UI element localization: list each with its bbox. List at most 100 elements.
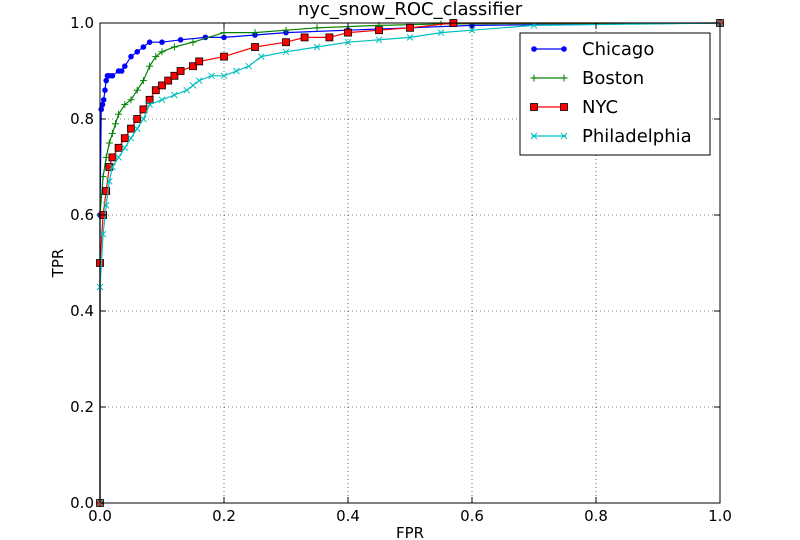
data-point-nyc [220, 52, 228, 61]
legend: Chicago Boston NYC Philadelphia [519, 32, 711, 156]
data-point-chicago [118, 68, 125, 74]
data-point-nyc [127, 124, 135, 133]
data-point-chicago [159, 39, 165, 46]
legend-marker-chicago [531, 46, 537, 52]
legend-label-boston: Boston [582, 68, 644, 89]
chart-title: nyc_snow_ROC_classifier [298, 0, 523, 20]
data-point-boston [133, 86, 141, 94]
data-point-nyc [406, 23, 414, 32]
legend-label-chicago: Chicago [582, 39, 654, 60]
data-point-nyc [282, 38, 290, 47]
legend-label-philadelphia: Philadelphia [582, 126, 692, 147]
data-point-nyc [189, 62, 197, 71]
data-point-boston [105, 139, 113, 147]
data-point-philadelphia [105, 178, 113, 185]
data-point-philadelphia [183, 86, 191, 94]
data-point-boston [146, 62, 154, 70]
y-tick-label: 0.8 [70, 110, 94, 128]
series-chicago [97, 20, 723, 506]
axis-ticks: 0.0 0.2 0.4 0.6 0.8 1.0 0.0 0.2 0.4 0.6 0.8 1.0 [70, 14, 732, 525]
data-point-nyc [375, 26, 383, 35]
legend-marker-philadelphia [560, 132, 568, 140]
data-point-nyc [170, 71, 179, 80]
x-tick-label: 1.0 [708, 507, 732, 525]
data-point-philadelphia [189, 82, 197, 89]
data-point-nyc [325, 33, 334, 42]
data-point-philadelphia [99, 230, 107, 238]
y-tick-label: 0.2 [70, 398, 94, 416]
data-point-boston [189, 38, 197, 46]
data-point-nyc [114, 143, 123, 152]
legend-item-nyc: NYC [530, 97, 618, 118]
legend-marker-nyc [530, 103, 538, 111]
data-point-boston [127, 96, 135, 104]
data-point-boston [152, 53, 160, 61]
data-point-boston [99, 173, 107, 181]
data-point-philadelphia [257, 53, 265, 60]
x-tick-label: 0.0 [88, 507, 112, 525]
data-point-philadelphia [133, 125, 141, 132]
data-point-chicago [128, 53, 134, 60]
y-tick-label: 0.6 [70, 206, 94, 224]
data-point-philadelphia [437, 29, 445, 36]
data-point-philadelphia [115, 154, 122, 161]
data-point-boston [112, 120, 119, 128]
plot-frame [99, 22, 721, 504]
y-tick-label: 0.4 [70, 302, 94, 320]
data-point-philadelphia [102, 202, 110, 209]
data-point-chicago [99, 101, 106, 108]
data-point-boston [158, 48, 166, 56]
data-point-philadelphia [171, 91, 178, 99]
data-point-boston [170, 43, 178, 51]
data-point-philadelphia [282, 48, 290, 56]
data-point-nyc [145, 95, 154, 104]
data-point-philadelphia [233, 67, 240, 75]
data-point-chicago [134, 49, 140, 55]
data-point-philadelphia [121, 144, 129, 152]
series-philadelphia [96, 19, 724, 507]
data-point-nyc [344, 28, 352, 37]
data-point-nyc [195, 57, 204, 66]
data-point-boston [121, 101, 129, 109]
data-point-philadelphia [158, 96, 166, 104]
legend-box [519, 32, 711, 156]
data-point-nyc [120, 134, 129, 143]
data-point-philadelphia [127, 134, 135, 142]
data-point-chicago [146, 39, 153, 46]
x-tick-label: 0.8 [584, 507, 608, 525]
data-point-boston [282, 26, 290, 34]
y-axis-label: TPR [49, 249, 67, 279]
legend-marker-philadelphia [530, 132, 538, 140]
legend-label-nyc: NYC [582, 97, 618, 118]
x-tick-label: 0.6 [460, 507, 484, 525]
data-point-nyc [176, 67, 185, 75]
data-point-philadelphia [375, 36, 383, 44]
data-point-chicago [100, 97, 107, 103]
data-point-boston [108, 129, 116, 137]
data-point-philadelphia [146, 101, 153, 108]
data-point-boston [115, 110, 123, 118]
data-point-boston [139, 77, 147, 85]
legend-marker-boston [560, 74, 568, 82]
legend-item-philadelphia: Philadelphia [530, 126, 692, 147]
data-point-nyc [300, 33, 309, 42]
data-point-nyc [102, 187, 111, 195]
data-point-philadelphia [406, 34, 414, 41]
data-point-chicago [109, 73, 116, 79]
legend-marker-nyc [560, 103, 568, 111]
x-axis-label: FPR [396, 524, 424, 540]
data-point-philadelphia [140, 115, 147, 123]
data-point-philadelphia [313, 43, 321, 51]
legend-item-chicago: Chicago [531, 39, 654, 60]
data-point-nyc [151, 86, 160, 95]
y-tick-label: 1.0 [70, 14, 94, 32]
data-point-chicago [102, 87, 108, 93]
data-point-nyc [108, 153, 117, 162]
data-point-chicago [122, 63, 128, 69]
series-boston [96, 19, 724, 507]
data-point-philadelphia [468, 26, 476, 34]
data-point-philadelphia [344, 38, 352, 46]
x-tick-label: 0.2 [212, 507, 236, 525]
x-tick-label: 0.4 [336, 507, 360, 525]
data-point-nyc [158, 81, 166, 90]
